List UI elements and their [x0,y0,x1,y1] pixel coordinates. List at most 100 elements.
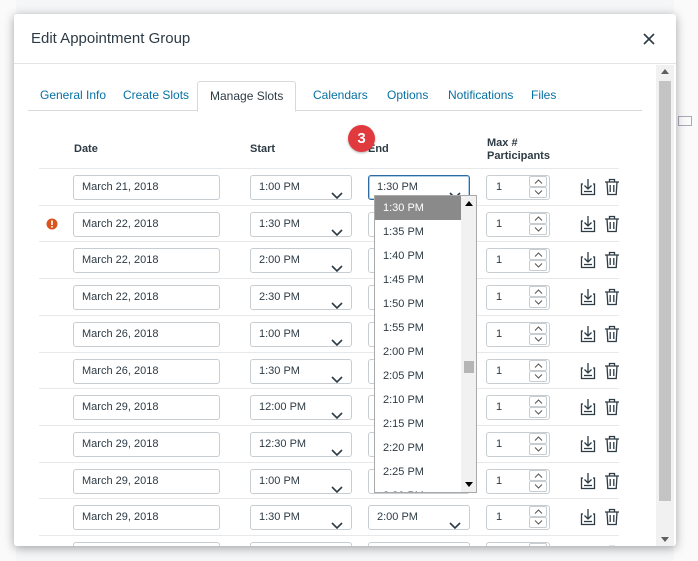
increment-button[interactable] [529,322,547,334]
trash-icon[interactable] [604,362,620,380]
save-icon[interactable] [580,178,596,196]
dropdown-option[interactable]: 1:30 PM [375,196,461,220]
tab-create-slots[interactable]: Create Slots [123,88,190,102]
date-input[interactable]: March 21, 2018 [73,175,220,200]
date-input[interactable]: March 22, 2018 [73,285,220,311]
trash-icon[interactable] [604,508,620,526]
dropdown-option[interactable]: 1:35 PM [383,226,424,238]
save-icon[interactable] [580,288,596,306]
max-participants-stepper[interactable]: 1 [486,358,550,384]
increment-button[interactable] [529,469,547,481]
trash-icon[interactable] [604,178,620,196]
increment-button[interactable] [529,396,547,408]
date-input[interactable]: March 29, 2018 [73,505,220,531]
dropdown-scroll-thumb[interactable] [464,361,474,373]
trash-icon[interactable] [604,398,620,416]
decrement-button[interactable] [529,297,547,309]
dropdown-option[interactable]: 2:30 PM [375,484,461,492]
end-time-select[interactable]: 2:30 PM [368,542,470,546]
start-time-select[interactable]: 12:00 PM [250,395,352,421]
increment-button[interactable] [529,543,547,546]
decrement-button[interactable] [529,370,547,382]
end-time-select[interactable]: 2:00 PM [368,505,470,531]
tab-general-info[interactable]: General Info [40,88,107,102]
start-time-select[interactable]: 2:00 PM [250,542,352,546]
scroll-up-arrow-icon[interactable] [661,69,669,74]
increment-button[interactable] [529,212,547,224]
max-participants-stepper[interactable]: 1 [486,211,550,237]
scroll-down-arrow-icon[interactable] [661,537,669,542]
date-input[interactable]: March 29, 2018 [73,431,220,457]
end-time-dropdown[interactable]: 1:30 PM 1:35 PM 1:40 PM 1:45 PM 1:50 PM 1:55 … [374,195,477,493]
trash-icon[interactable] [604,288,620,306]
tab-notifications[interactable]: Notifications [448,88,514,102]
dialog-scrollbar[interactable] [656,65,674,546]
increment-button[interactable] [529,176,547,187]
decrement-button[interactable] [529,480,547,492]
max-participants-stepper[interactable]: 1 [486,468,550,494]
start-time-select[interactable]: 1:00 PM [250,321,352,347]
save-icon[interactable] [580,215,596,233]
dropdown-option[interactable]: 2:05 PM [383,370,424,382]
date-input[interactable]: March 22, 2018 [73,211,220,237]
dropdown-scroll-up-icon[interactable] [465,201,473,206]
save-icon[interactable] [580,398,596,416]
max-participants-stepper[interactable]: 1 [486,431,550,457]
date-input[interactable]: March 26, 2018 [73,321,220,347]
start-time-select[interactable]: 1:30 PM [250,505,352,531]
trash-icon[interactable] [604,215,620,233]
max-participants-stepper[interactable]: 1 [486,542,550,546]
trash-icon[interactable] [604,435,620,453]
dropdown-scroll-down-icon[interactable] [465,482,473,487]
date-input[interactable]: March 29, 2018 [73,542,220,546]
start-time-select[interactable]: 1:00 PM [250,468,352,494]
start-time-select[interactable]: 1:30 PM [250,211,352,237]
increment-button[interactable] [529,359,547,371]
save-icon[interactable] [580,325,596,343]
max-participants-stepper[interactable]: 1 [486,505,550,531]
dropdown-option[interactable]: 2:00 PM [383,346,424,358]
trash-icon[interactable] [604,545,620,546]
dropdown-option[interactable]: 1:50 PM [383,298,424,310]
dropdown-option[interactable]: 1:55 PM [383,322,424,334]
max-participants-stepper[interactable]: 1 [486,321,550,347]
dropdown-option[interactable]: 2:15 PM [383,418,424,430]
decrement-button[interactable] [529,223,547,235]
trash-icon[interactable] [604,251,620,269]
tab-options[interactable]: Options [387,88,429,102]
decrement-button[interactable] [529,517,547,529]
start-time-select[interactable]: 1:00 PM [250,175,352,200]
save-icon[interactable] [580,362,596,380]
dropdown-option[interactable]: 2:25 PM [383,466,424,478]
start-time-select[interactable]: 12:30 PM [250,431,352,457]
max-participants-stepper[interactable]: 1 [486,175,550,200]
decrement-button[interactable] [529,333,547,345]
date-input[interactable]: March 29, 2018 [73,395,220,421]
decrement-button[interactable] [529,443,547,455]
start-time-select[interactable]: 1:30 PM [250,358,352,384]
close-button[interactable] [642,32,658,48]
tab-calendars[interactable]: Calendars [313,88,368,102]
decrement-button[interactable] [529,260,547,272]
decrement-button[interactable] [529,187,547,198]
date-input[interactable]: March 29, 2018 [73,468,220,494]
dropdown-option[interactable]: 1:45 PM [383,274,424,286]
increment-button[interactable] [529,286,547,298]
max-participants-stepper[interactable]: 1 [486,285,550,311]
save-icon[interactable] [580,435,596,453]
dropdown-option[interactable]: 2:10 PM [383,394,424,406]
max-participants-stepper[interactable]: 1 [486,248,550,274]
save-icon[interactable] [580,545,596,546]
dropdown-option[interactable]: 2:20 PM [383,442,424,454]
tab-manage-slots[interactable]: Manage Slots [197,81,297,112]
save-icon[interactable] [580,251,596,269]
start-time-select[interactable]: 2:30 PM [250,285,352,311]
start-time-select[interactable]: 2:00 PM [250,248,352,274]
tab-files[interactable]: Files [531,88,557,102]
dropdown-scrollbar[interactable] [461,196,476,492]
save-icon[interactable] [580,472,596,490]
dropdown-option[interactable]: 1:40 PM [383,250,424,262]
decrement-button[interactable] [529,407,547,419]
date-input[interactable]: March 22, 2018 [73,248,220,274]
save-icon[interactable] [580,508,596,526]
